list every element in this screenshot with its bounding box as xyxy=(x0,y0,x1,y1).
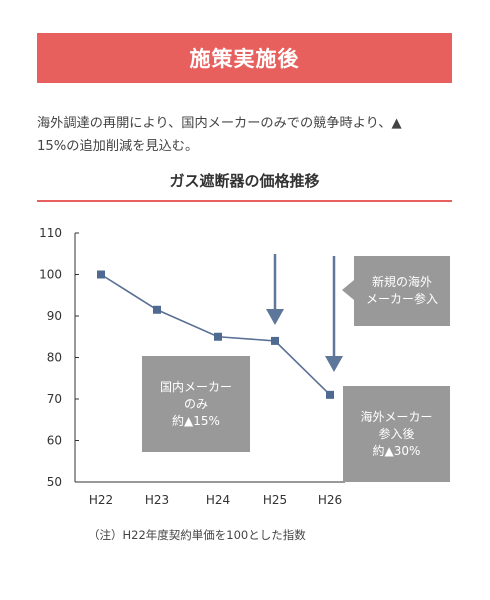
description-line-1: 海外調達の再開により、国内メーカーのみでの競争時より、▲ xyxy=(37,116,402,131)
title-divider xyxy=(37,200,452,202)
annotation-pointer xyxy=(342,280,354,300)
data-point xyxy=(214,332,222,341)
y-tick-label: 90 xyxy=(47,309,62,323)
x-tick-label: H26 xyxy=(318,493,342,507)
heading-text: 施策実施後 xyxy=(189,47,300,71)
y-tick-label: 60 xyxy=(47,434,62,448)
arrow-h26-head xyxy=(325,356,343,372)
y-tick-label: 100 xyxy=(39,268,62,282)
chart-title: ガス遮断器の価格推移 xyxy=(169,172,320,190)
y-tick-label: 50 xyxy=(47,475,62,489)
arrow-h25-head xyxy=(266,309,284,325)
annotation-domestic-line-1: 国内メーカー xyxy=(159,379,232,394)
annotation-new-overseas: 新規の海外 メーカー参入 xyxy=(354,256,450,326)
annotation-new-overseas-line-1: 新規の海外 xyxy=(371,275,432,289)
annotation-after-line-1: 海外メーカー xyxy=(360,409,433,424)
y-tick-label: 70 xyxy=(47,392,62,406)
x-tick-label: H23 xyxy=(145,493,169,507)
data-point xyxy=(326,390,334,399)
y-tick-label: 80 xyxy=(47,351,62,365)
data-point xyxy=(153,305,161,314)
description-line-2: 15%の追加削減を見込む。 xyxy=(37,139,199,154)
annotation-domestic-line-3: 約▲15% xyxy=(172,413,220,428)
annotation-new-overseas-line-2: メーカー参入 xyxy=(365,292,438,306)
description: 海外調達の再開により、国内メーカーのみでの競争時より、▲ 15%の追加削減を見込… xyxy=(37,112,457,158)
annotation-after-line-2: 参入後 xyxy=(378,426,415,441)
x-tick-label: H24 xyxy=(206,493,230,507)
data-point xyxy=(97,270,105,279)
annotation-after-overseas: 海外メーカー 参入後 約▲30% xyxy=(343,386,450,482)
x-tick-label: H25 xyxy=(263,493,287,507)
annotation-after-line-3: 約▲30% xyxy=(372,443,421,458)
x-tick-label: H22 xyxy=(89,493,113,507)
y-tick-label: 110 xyxy=(39,226,62,240)
annotation-domestic-only: 国内メーカー のみ 約▲15% xyxy=(142,356,250,452)
footnote: （注）H22年度契約単価を100とした指数 xyxy=(88,528,306,542)
data-point xyxy=(271,336,279,345)
heading-banner: 施策実施後 xyxy=(37,33,452,83)
annotation-domestic-line-2: のみ xyxy=(183,396,208,411)
